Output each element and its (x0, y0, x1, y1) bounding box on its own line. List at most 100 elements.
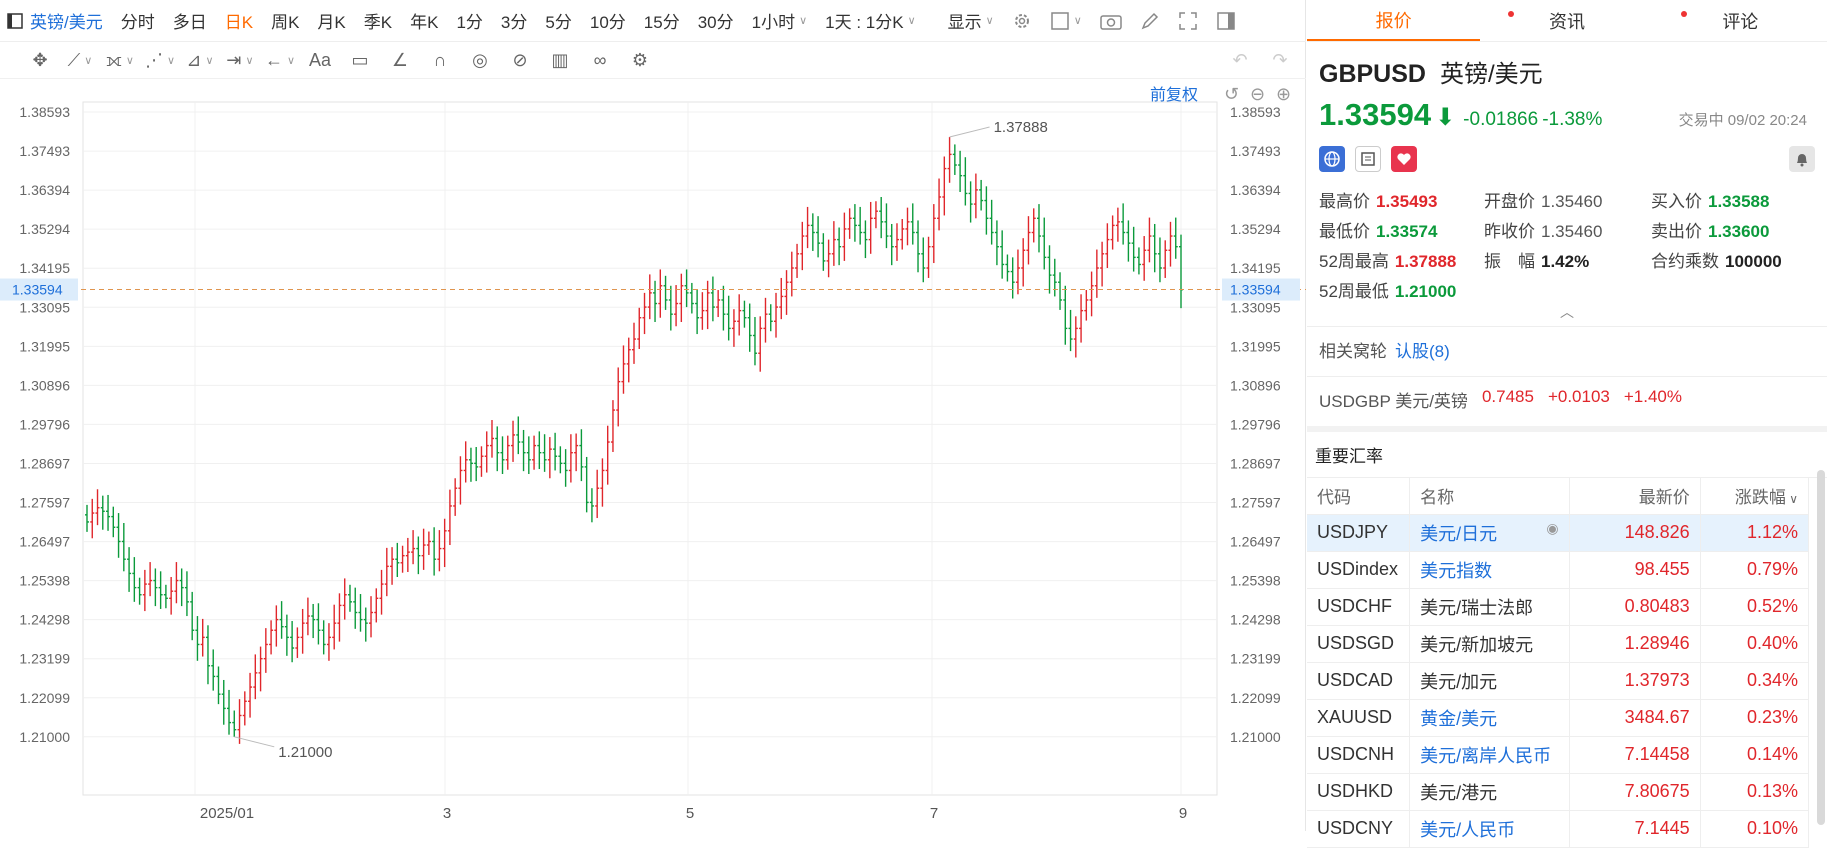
chart-type-icon[interactable]: ∨ (1041, 0, 1091, 42)
zoom-out-icon[interactable]: ⊖ (1250, 84, 1265, 105)
channel-tool-icon[interactable]: ⟗ ∨ (106, 50, 134, 70)
arrow-tool-icon[interactable]: ← ∨ (264, 50, 296, 70)
rates-row[interactable]: USDCHF 美元/瑞士法郎 0.80483 0.52% (1307, 588, 1810, 626)
period-tab[interactable]: 5分 (545, 13, 572, 32)
low-annotation: 1.21000 (278, 744, 332, 761)
rates-header-cell: 名称 (1409, 478, 1570, 515)
redo-icon[interactable]: ↷ (1272, 50, 1288, 70)
warrants-link[interactable]: 认股(8) (1395, 342, 1450, 361)
fib-tool-icon[interactable]: ⊿ ∨ (186, 50, 214, 70)
brush-tool-icon[interactable]: ∠ (391, 50, 409, 70)
period-tab[interactable]: 周K (271, 13, 300, 32)
y-tick-label-right: 1.38593 (1230, 104, 1281, 120)
y-tick-label-right: 1.27597 (1230, 495, 1281, 511)
tab-label: 报价 (1375, 10, 1412, 31)
week52-low-value: 1.21000 (1394, 282, 1457, 301)
rates-row[interactable]: USDindex 美元指数 98.455 0.79% (1307, 551, 1810, 589)
price-adjust-toggle[interactable]: 前复权 (1150, 86, 1198, 104)
tab-2[interactable]: 评论 (1654, 0, 1827, 41)
period-tab[interactable]: 10分 (589, 13, 626, 32)
rates-row[interactable]: USDCAD 美元/加元 1.37973 0.34% (1307, 662, 1810, 700)
reverse-pair-row[interactable]: USDGBP 美元/英镑 0.7485 +0.0103 +1.40% (1307, 377, 1827, 422)
unread-dot-icon (1507, 11, 1514, 17)
trash-icon[interactable]: ▥ (551, 50, 569, 70)
text-tool-icon[interactable]: Aa (308, 50, 332, 70)
period-tab[interactable]: 月K (317, 13, 346, 32)
rates-header-cell: 最新价 (1569, 478, 1701, 515)
y-tick-label-right: 1.34195 (1230, 260, 1281, 276)
rates-cell-pct: 0.79% (1700, 551, 1810, 589)
period-tab[interactable]: 多日 (172, 13, 207, 32)
rates-row[interactable]: USDCNY 美元/人民币 7.1445 0.10% (1307, 810, 1810, 848)
period-tab[interactable]: 分时 (120, 13, 155, 32)
rates-cell-name: 美元/日元 ◉ (1409, 514, 1570, 552)
draw-settings-icon[interactable]: ⚙ (631, 50, 649, 70)
visibility-icon[interactable]: ◎ (472, 50, 488, 70)
interval-select[interactable]: 1小时 ∨ (751, 13, 808, 32)
crosshair-move-icon[interactable]: ✥ (32, 50, 48, 70)
y-tick-label-left: 1.30896 (19, 377, 70, 393)
y-tick-label-right: 1.33095 (1230, 299, 1281, 315)
last-price: 1.33594 (1319, 97, 1432, 132)
y-tick-label-right: 1.28697 (1230, 455, 1281, 471)
rates-cell-code: USDindex (1307, 551, 1411, 589)
rates-cell-code: USDJPY (1307, 514, 1411, 552)
period-tab[interactable]: 30分 (697, 13, 734, 32)
period-tab[interactable]: 15分 (643, 13, 680, 32)
symbol-selector[interactable]: 英镑/美元 (30, 13, 103, 32)
rates-header-cell[interactable]: 涨跌幅 ∨ (1700, 478, 1810, 515)
collapse-chevron-icon[interactable]: ︿ (1560, 304, 1574, 320)
tab-0[interactable]: 报价 (1307, 0, 1481, 41)
unread-dot-icon (1680, 11, 1687, 17)
comment-tool-icon[interactable]: ▭ (351, 50, 369, 70)
display-select[interactable]: 显示 ∨ (947, 13, 994, 32)
price-chart[interactable]: 1.38593 1.38593 1.37493 1.37493 1.36394 1.363… (0, 80, 1306, 831)
favorite-heart-icon[interactable] (1391, 146, 1417, 172)
y-tick-label-right: 1.30896 (1230, 377, 1281, 393)
scrollbar[interactable] (1817, 470, 1825, 825)
period-tab[interactable]: 1分 (456, 13, 483, 32)
rates-cell-code: USDHKD (1307, 773, 1411, 811)
y-tick-label-right: 1.35294 (1230, 221, 1281, 237)
y-tick-label-right: 1.22099 (1230, 690, 1281, 706)
alert-bell-icon[interactable] (1789, 146, 1815, 172)
rates-row[interactable]: USDJPY 美元/日元 ◉ 148.826 1.12% (1307, 514, 1810, 552)
current-price-label-right: 1.33594 (1230, 282, 1281, 298)
pattern-tool-icon[interactable]: ⋰ ∨ (144, 50, 176, 70)
reverse-pair-change: +0.0103 (1547, 387, 1610, 406)
period-tab[interactable]: 季K (363, 13, 393, 32)
globe-icon[interactable] (1319, 146, 1345, 172)
rates-row[interactable]: USDSGD 美元/新加坡元 1.28946 0.40% (1307, 625, 1810, 663)
rates-cell-price: 3484.67 (1569, 699, 1701, 737)
camera-icon[interactable] (1091, 0, 1131, 42)
period-tab[interactable]: 日K (224, 13, 254, 32)
watch-eye-icon[interactable]: ◉ (1546, 519, 1559, 536)
settings-icon[interactable] (1003, 0, 1041, 42)
x-tick-label: 9 (1179, 805, 1187, 822)
line-tool-icon[interactable]: ⟋ ∨ (67, 50, 93, 70)
zoom-in-icon[interactable]: ⊕ (1276, 84, 1291, 105)
fullscreen-icon[interactable] (1169, 0, 1207, 42)
panel-tabs: 报价 资讯 评论 (1307, 0, 1827, 42)
tab-1[interactable]: 资讯 (1480, 0, 1653, 41)
hide-icon[interactable]: ⊘ (512, 50, 528, 70)
pen-icon[interactable] (1131, 0, 1169, 42)
rates-row[interactable]: XAUUSD 黄金/美元 3484.67 0.23% (1307, 699, 1810, 737)
period-tab[interactable]: 年K (410, 13, 439, 32)
rates-row[interactable]: USDCNH 美元/离岸人民币 7.14458 0.14% (1307, 736, 1810, 774)
reset-zoom-icon[interactable]: ↺ (1224, 84, 1239, 105)
y-tick-label-left: 1.22099 (19, 690, 70, 706)
rates-row[interactable]: USDHKD 美元/港元 7.80675 0.13% (1307, 773, 1810, 811)
period-tab[interactable]: 3分 (500, 13, 528, 32)
measure-tool-icon[interactable]: ⇥ ∨ (226, 50, 254, 70)
rates-cell-code: USDCNY (1307, 810, 1411, 848)
link-icon[interactable]: ∞ (593, 50, 607, 70)
y-tick-label-right: 1.36394 (1230, 182, 1281, 198)
note-icon[interactable] (1355, 146, 1381, 172)
undo-icon[interactable]: ↶ (1232, 50, 1248, 70)
range-select[interactable]: 1天 : 1分K ∨ (825, 13, 916, 32)
y-tick-label-left: 1.35294 (19, 221, 70, 237)
sidebar-toggle-icon[interactable] (4, 12, 26, 29)
panel-toggle-icon[interactable] (1207, 0, 1245, 42)
magnet-icon[interactable]: ∩ (433, 50, 447, 70)
